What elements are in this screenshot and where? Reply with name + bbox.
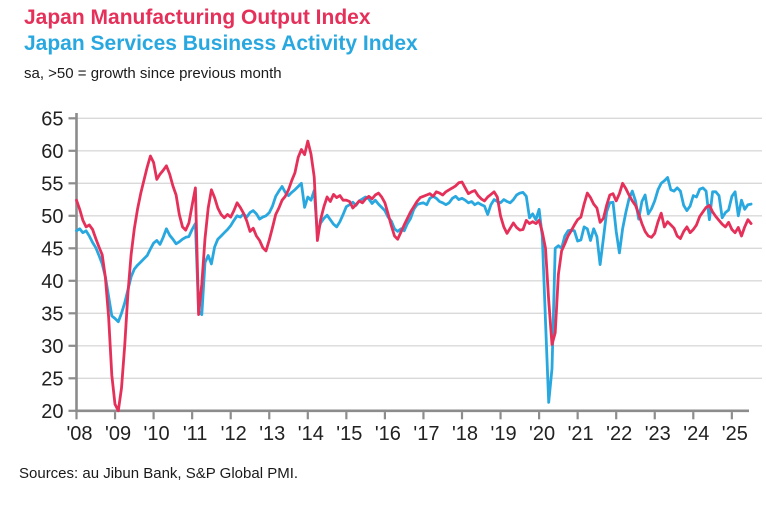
y-tick-label: 55 xyxy=(41,173,63,195)
x-tick-label: '22 xyxy=(606,423,632,445)
x-tick-label: '18 xyxy=(452,423,478,445)
manufacturing-output-line xyxy=(75,139,753,413)
x-tick-label: '13 xyxy=(259,423,285,445)
x-tick-label: '24 xyxy=(683,423,709,445)
x-tick-label: '25 xyxy=(722,423,748,445)
y-tick-label: 30 xyxy=(41,336,63,358)
y-tick-label: 45 xyxy=(41,238,63,260)
y-tick-label: 25 xyxy=(41,368,63,390)
y-tick-label: 35 xyxy=(41,303,63,325)
x-tick-label: '11 xyxy=(183,423,208,445)
x-tick-label: '17 xyxy=(413,423,439,445)
x-tick-label: '12 xyxy=(221,423,247,445)
x-tick-label: '15 xyxy=(336,423,362,445)
source-note: Sources: au Jibun Bank, S&P Global PMI. xyxy=(19,465,299,482)
y-tick-label: 40 xyxy=(41,271,63,293)
chart-title-manufacturing: Japan Manufacturing Output Index xyxy=(24,6,371,29)
y-tick-label: 65 xyxy=(41,108,63,130)
x-tick-label: '23 xyxy=(645,423,671,445)
gridlines xyxy=(76,117,762,379)
x-axis-labels: '08 '09 '10 '11 '12 '13 '14 '15 '16 '17 '18 '19 '20 '… xyxy=(66,423,747,445)
x-tick-label: '20 xyxy=(529,423,555,445)
y-tick-label: 20 xyxy=(41,401,63,423)
chart-subtitle: sa, >50 = growth since previous month xyxy=(24,65,282,82)
x-tick-label: '19 xyxy=(491,423,517,445)
y-tick-label: 60 xyxy=(41,141,63,163)
x-tick-label: '21 xyxy=(568,423,594,445)
x-tick-label: '10 xyxy=(144,423,170,445)
y-axis-labels: 20 25 30 35 40 45 50 55 60 65 xyxy=(41,108,63,423)
x-tick-label: '09 xyxy=(105,423,131,445)
x-tick-label: '16 xyxy=(375,423,401,445)
x-tick-label: '14 xyxy=(298,423,324,445)
y-tick-label: 50 xyxy=(41,206,63,228)
x-tick-label: '08 xyxy=(66,423,92,445)
chart-title-services: Japan Services Business Activity Index xyxy=(24,32,418,55)
axes xyxy=(68,113,749,420)
